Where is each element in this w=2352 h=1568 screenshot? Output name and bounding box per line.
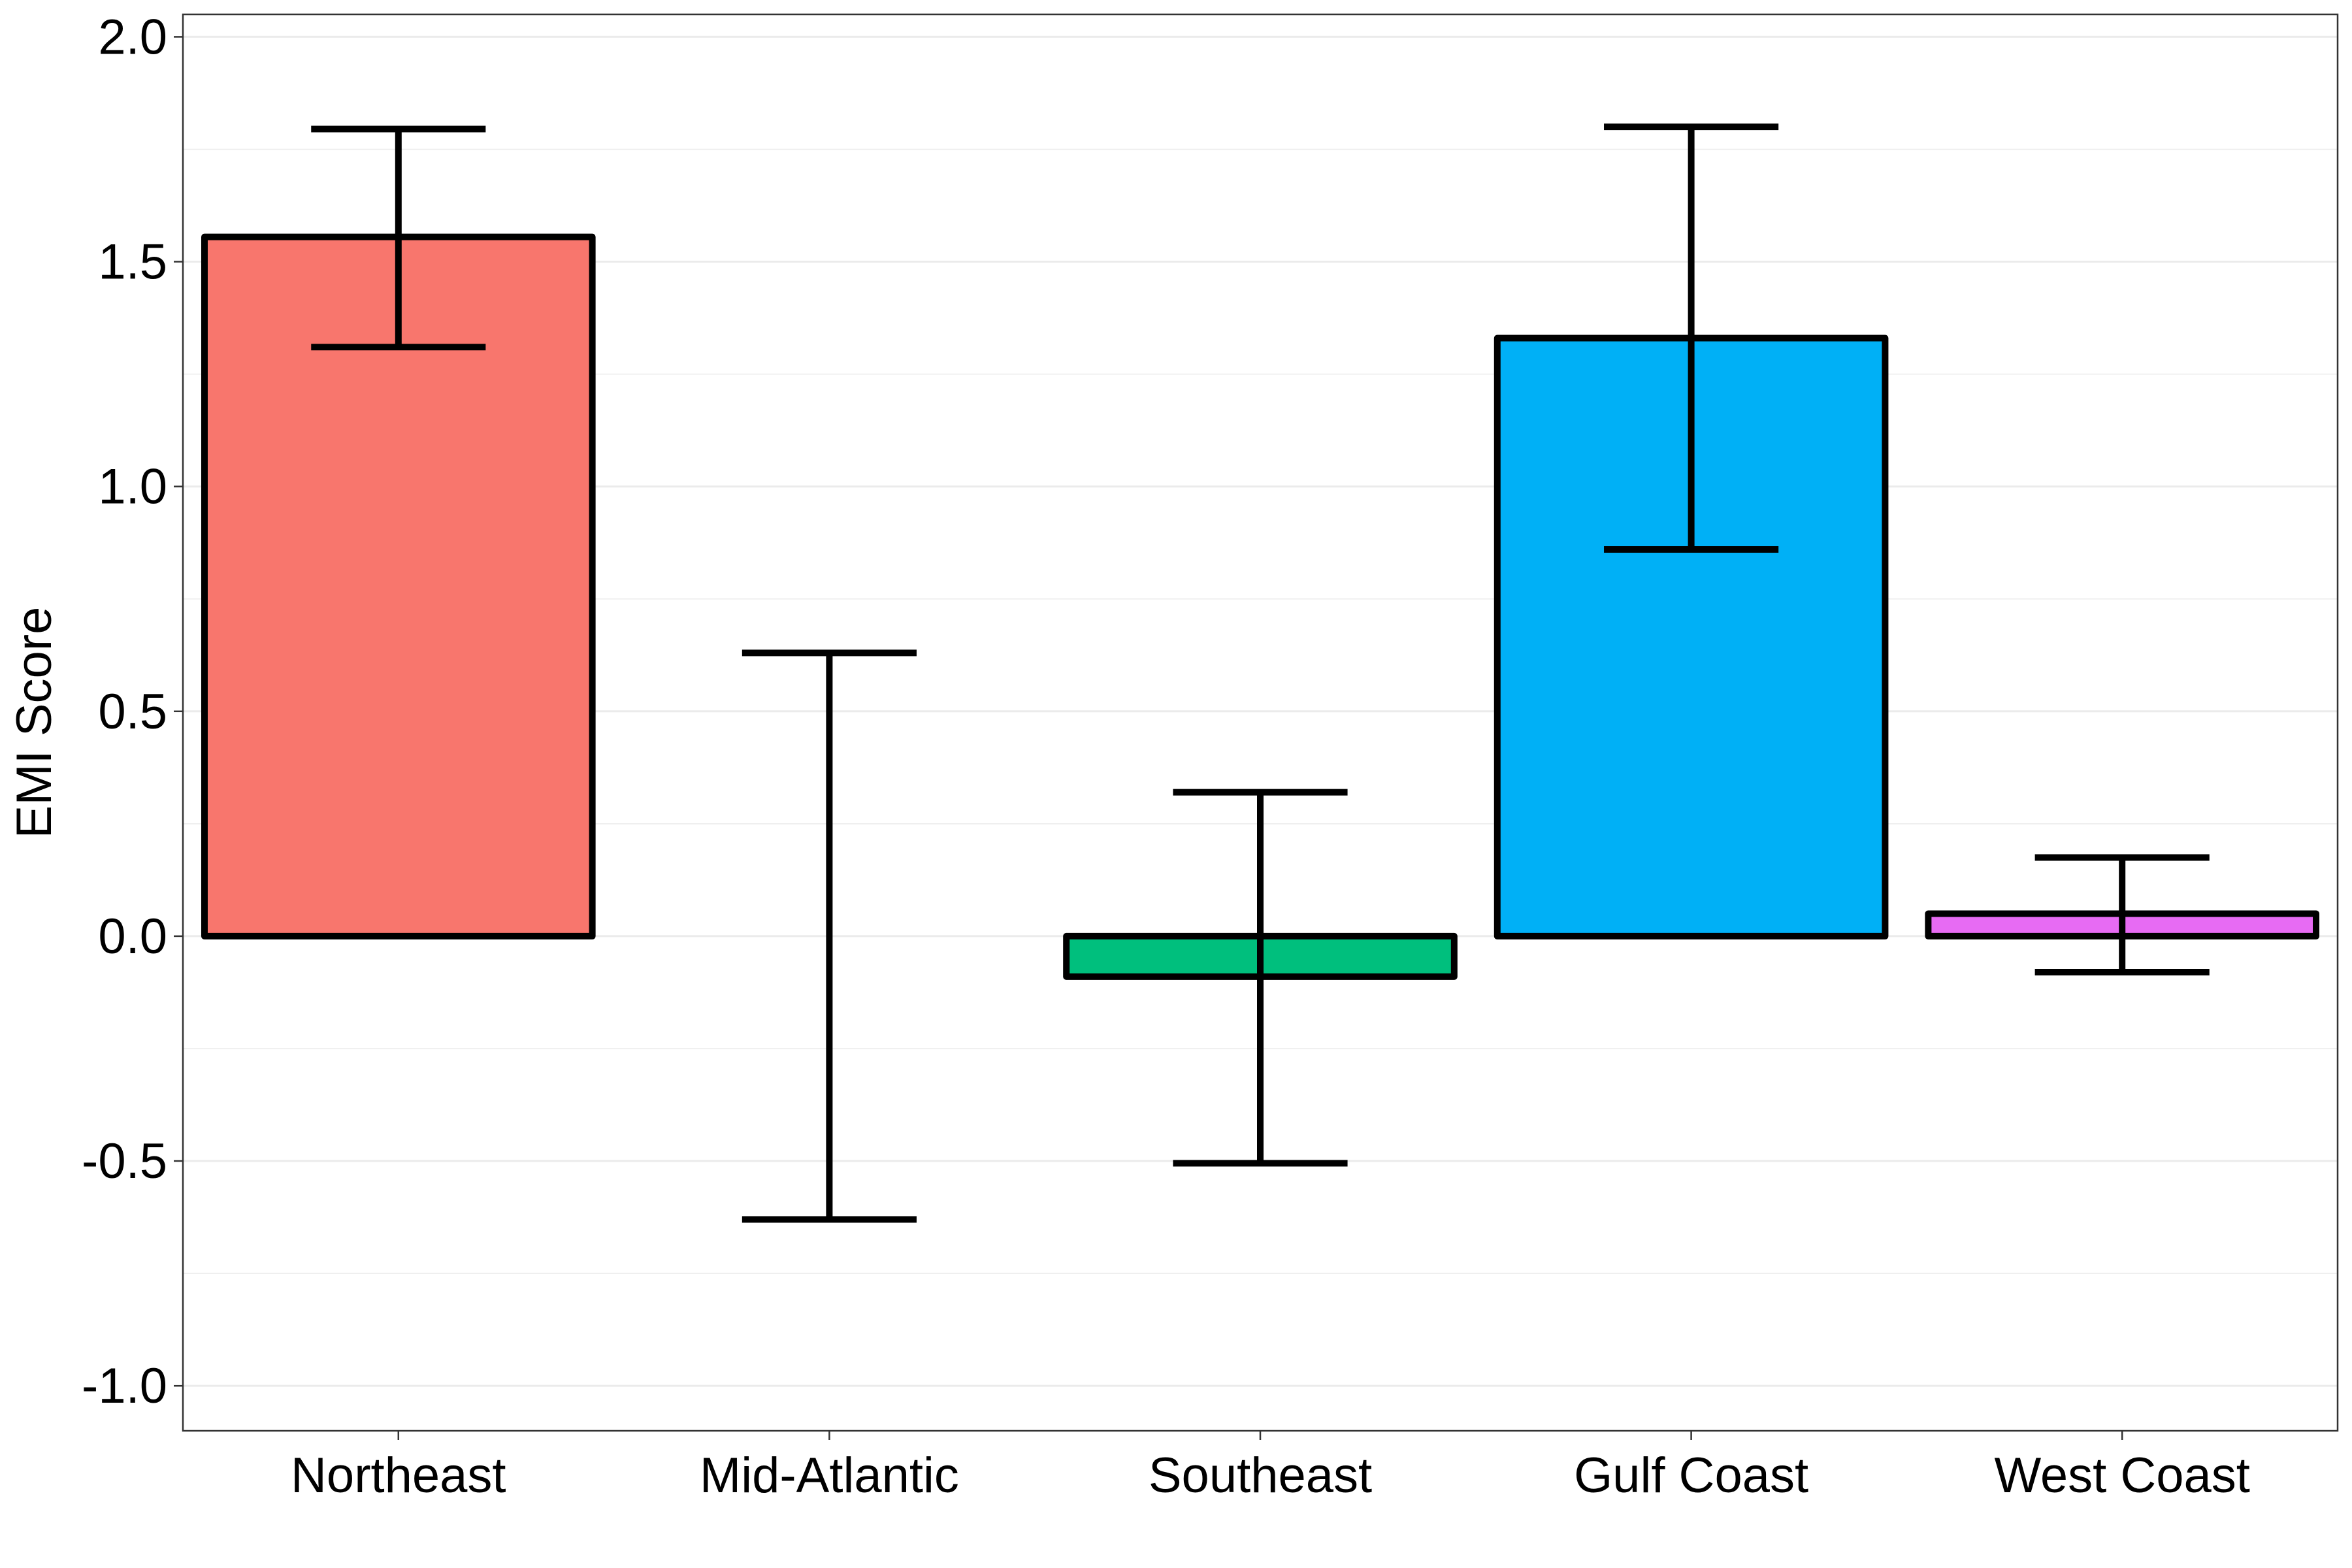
bar-northeast <box>201 233 596 939</box>
y-tick-label: -0.5 <box>82 1134 167 1189</box>
x-tick-label: Southeast <box>1149 1448 1372 1503</box>
y-tick-label: 0.5 <box>98 684 167 740</box>
y-tick-label: 2.0 <box>98 9 167 65</box>
x-tick-label: Mid-Atlantic <box>700 1448 959 1503</box>
y-tick-label: 1.0 <box>98 459 167 515</box>
y-tick-label: 1.5 <box>98 235 167 290</box>
error-bars <box>311 123 2210 1223</box>
y-axis-ticks: -1.0 -0.5 0.0 0.5 1.0 1.5 2.0 <box>82 9 183 1414</box>
y-tick-label: 0.0 <box>98 909 167 964</box>
y-tick-label: -1.0 <box>82 1358 167 1414</box>
x-tick-label: Northeast <box>291 1448 506 1503</box>
x-tick-label: Gulf Coast <box>1574 1448 1808 1503</box>
x-tick-label: West Coast <box>1994 1448 2249 1503</box>
bar-gulf-coast <box>1494 335 1889 939</box>
bars <box>201 233 2320 980</box>
y-axis-title: EMI Score <box>7 607 62 839</box>
x-axis-ticks: Northeast Mid-Atlantic Southeast Gulf Coast… <box>291 1431 2250 1503</box>
